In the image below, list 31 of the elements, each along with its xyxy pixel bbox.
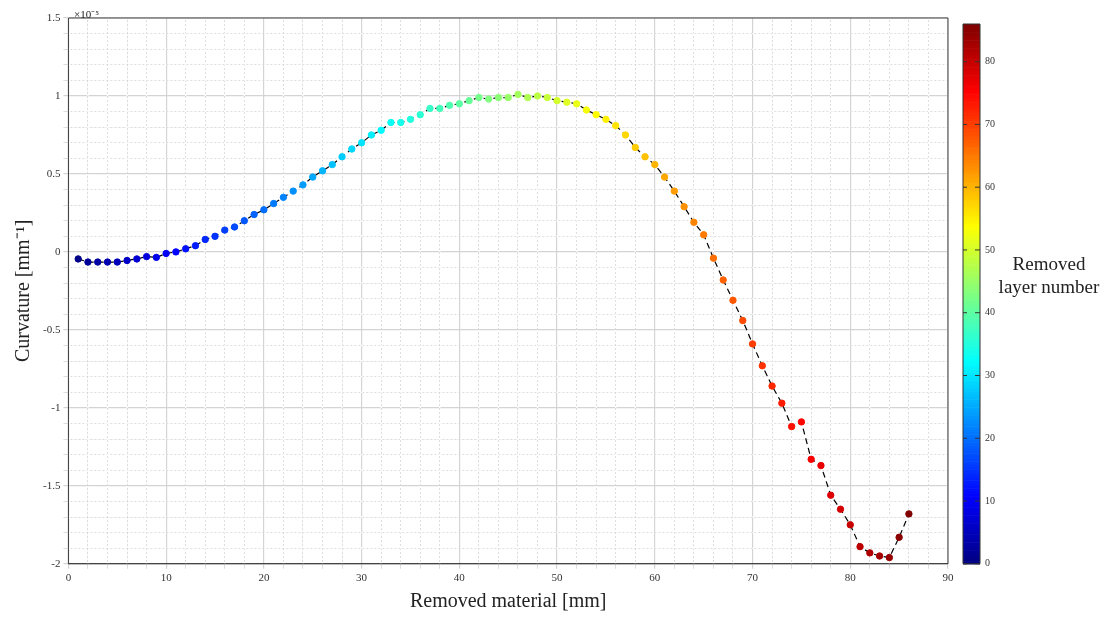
color-bar-label: 70 — [985, 118, 995, 130]
x-tick-label: 90 — [942, 571, 954, 584]
color-bar-label: 0 — [985, 557, 990, 569]
y-tick-label: 1.5 — [46, 10, 61, 23]
color-bar-label: 30 — [985, 369, 995, 381]
x-tick-label: 20 — [258, 571, 270, 584]
x-axis-title: Removed material [mm] — [409, 589, 607, 612]
color-bar-label: 10 — [985, 494, 995, 506]
y-tick-label: 0 — [54, 244, 61, 257]
y-tick-label: -2 — [51, 556, 61, 569]
x-tick-label: 60 — [649, 571, 661, 584]
annotation: ×10⁻⁵ — [74, 7, 100, 21]
color-bar-label: 40 — [985, 306, 995, 318]
y-tick-label: -0.5 — [42, 322, 61, 335]
color-bar-label: 80 — [985, 55, 995, 67]
color-bar-label: 20 — [985, 431, 995, 443]
y-axis-title: Curvature [mm⁻¹] — [11, 219, 34, 363]
y-tick-label: -1.5 — [42, 478, 61, 491]
x-tick-label: 30 — [356, 571, 368, 584]
x-tick-label: 70 — [747, 571, 759, 584]
x-tick-label: 80 — [844, 571, 857, 584]
x-tick-label: 40 — [453, 571, 466, 584]
y-tick-label: 1 — [54, 88, 61, 101]
y-tick-label: 0.5 — [46, 166, 61, 179]
color-bar-label: 60 — [985, 180, 995, 192]
x-tick-label: 0 — [65, 571, 72, 584]
color-bar-label: 50 — [985, 243, 995, 255]
x-tick-label: 10 — [160, 571, 173, 584]
x-tick-label: 50 — [551, 571, 564, 584]
y-tick-label: -1 — [51, 400, 61, 413]
color-bar-title: Removed layer number — [997, 252, 1101, 298]
